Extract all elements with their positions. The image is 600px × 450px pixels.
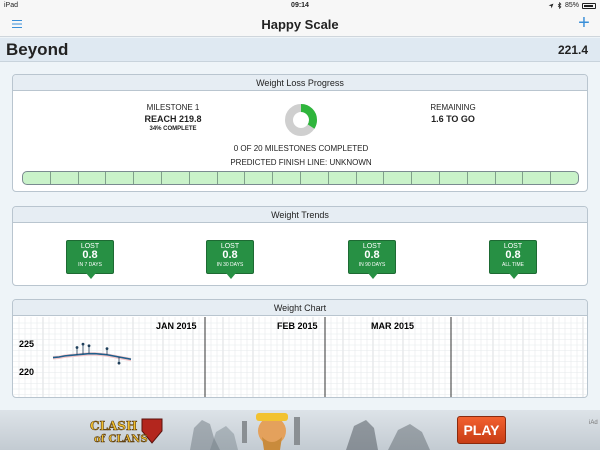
weight-chart-panel: Weight Chart JAN 2015 FEB 2015 MAR 2015 … bbox=[12, 299, 588, 398]
milestone-complete: 34% COMPLETE bbox=[149, 126, 197, 132]
weight-trends-panel: Weight Trends LOST 0.8 IN 7 DAYS LOST 0.… bbox=[12, 206, 588, 286]
panel-title: Weight Loss Progress bbox=[13, 75, 587, 91]
remaining-value: 1.6 TO GO bbox=[431, 114, 475, 124]
panel-title: Weight Chart bbox=[13, 300, 587, 316]
plus-icon[interactable]: + bbox=[578, 12, 590, 34]
device-label: iPad bbox=[4, 2, 19, 9]
clock: 09:14 bbox=[291, 2, 309, 9]
milestone-block: MILESTONE 1 REACH 219.8 34% COMPLETE bbox=[103, 103, 243, 132]
trend-label: LOST bbox=[80, 243, 100, 250]
remaining-block: REMAINING 1.6 TO GO bbox=[413, 103, 493, 124]
predicted-finish: PREDICTED FINISH LINE: UNKNOWN bbox=[230, 158, 372, 167]
milestone-segment-bar bbox=[22, 171, 579, 185]
weight-chart[interactable]: JAN 2015 FEB 2015 MAR 2015 225 220 bbox=[13, 317, 588, 398]
weigh-in-point bbox=[81, 342, 85, 346]
chart-marks bbox=[52, 342, 132, 365]
trend-value: 0.8 bbox=[364, 249, 380, 261]
location-icon bbox=[548, 3, 554, 8]
trend-card[interactable]: LOST 0.8 ALL TIME bbox=[489, 240, 537, 279]
weigh-in-point bbox=[75, 346, 79, 349]
milestone-segment bbox=[523, 172, 552, 184]
trend-period: IN 30 DAYS bbox=[216, 262, 244, 268]
trend-value: 0.8 bbox=[505, 249, 521, 261]
current-weight: 221.4 bbox=[557, 43, 588, 57]
trend-line bbox=[52, 352, 132, 361]
milestone-segment bbox=[79, 172, 107, 184]
warrior-silhouette-image bbox=[346, 420, 430, 450]
milestone-segment bbox=[273, 172, 301, 184]
barbarian-character-image bbox=[242, 413, 300, 450]
milestone-segment bbox=[190, 172, 218, 184]
milestone-segment bbox=[245, 172, 274, 184]
profile-header: Beyond 221.4 bbox=[0, 38, 600, 62]
hamburger-icon[interactable] bbox=[11, 18, 23, 30]
milestone-segment bbox=[329, 172, 357, 184]
status-right: 85% bbox=[548, 2, 596, 9]
weigh-in-point bbox=[87, 344, 91, 348]
milestone-segment bbox=[551, 172, 578, 184]
battery-level bbox=[584, 4, 593, 7]
panel-title: Weight Trends bbox=[13, 207, 587, 223]
trend-label: LOST bbox=[362, 243, 382, 250]
milestone-segment bbox=[134, 172, 162, 184]
remaining-label: REMAINING bbox=[430, 103, 476, 112]
trend-value: 0.8 bbox=[82, 249, 98, 261]
profile-name: Beyond bbox=[6, 40, 69, 59]
month-label: JAN 2015 bbox=[156, 321, 197, 331]
milestone-segment bbox=[440, 172, 468, 184]
chart-grid bbox=[13, 317, 587, 397]
milestone-segment bbox=[468, 172, 496, 184]
month-label: MAR 2015 bbox=[371, 321, 414, 331]
weight-loss-progress-panel: Weight Loss Progress MILESTONE 1 REACH 2… bbox=[12, 74, 588, 192]
trend-period: ALL TIME bbox=[502, 262, 524, 268]
month-label: FEB 2015 bbox=[277, 321, 318, 331]
milestone-segment bbox=[162, 172, 190, 184]
trend-card[interactable]: LOST 0.8 IN 30 DAYS bbox=[206, 240, 254, 279]
trend-period: IN 90 DAYS bbox=[358, 262, 386, 268]
milestones-completed: 0 OF 20 MILESTONES COMPLETED bbox=[233, 144, 369, 153]
trend-period: IN 7 DAYS bbox=[78, 262, 102, 268]
bluetooth-icon bbox=[557, 2, 562, 9]
y-tick-label: 220 bbox=[19, 367, 34, 377]
nav-bar: Happy Scale + bbox=[0, 12, 600, 37]
warrior-silhouette-image bbox=[190, 420, 238, 450]
milestone-segment bbox=[357, 172, 385, 184]
milestone-segment bbox=[106, 172, 135, 184]
trend-value: 0.8 bbox=[222, 249, 238, 261]
y-tick-label: 225 bbox=[19, 339, 34, 349]
weigh-in-point bbox=[117, 361, 121, 365]
battery-icon bbox=[582, 2, 596, 9]
clash-of-clans-logo: CLASH of CLANS bbox=[90, 418, 163, 445]
milestone-target: REACH 219.8 bbox=[144, 114, 202, 124]
milestone-segment bbox=[218, 172, 246, 184]
trend-card[interactable]: LOST 0.8 IN 7 DAYS bbox=[66, 240, 114, 279]
milestone-segment bbox=[496, 172, 524, 184]
svg-text:of CLANS: of CLANS bbox=[94, 434, 148, 445]
status-bar: iPad 09:14 85% bbox=[0, 0, 600, 12]
milestone-segment bbox=[301, 172, 329, 184]
trend-label: LOST bbox=[220, 243, 240, 250]
milestone-progress-donut bbox=[285, 104, 317, 136]
milestone-label: MILESTONE 1 bbox=[146, 103, 200, 112]
weigh-in-point bbox=[105, 347, 109, 350]
trend-label: LOST bbox=[503, 243, 523, 250]
milestone-segment bbox=[23, 172, 51, 184]
trend-card[interactable]: LOST 0.8 IN 90 DAYS bbox=[348, 240, 396, 279]
milestone-segment bbox=[384, 172, 413, 184]
svg-text:CLASH: CLASH bbox=[90, 419, 137, 433]
battery-percent: 85% bbox=[564, 2, 579, 9]
ad-banner[interactable]: CLASH of CLANS bbox=[0, 410, 600, 450]
iad-label: iAd bbox=[589, 420, 598, 426]
app-title: Happy Scale bbox=[261, 17, 339, 32]
milestone-segment bbox=[412, 172, 440, 184]
milestone-segment bbox=[51, 172, 79, 184]
play-button[interactable]: PLAY bbox=[457, 416, 506, 444]
